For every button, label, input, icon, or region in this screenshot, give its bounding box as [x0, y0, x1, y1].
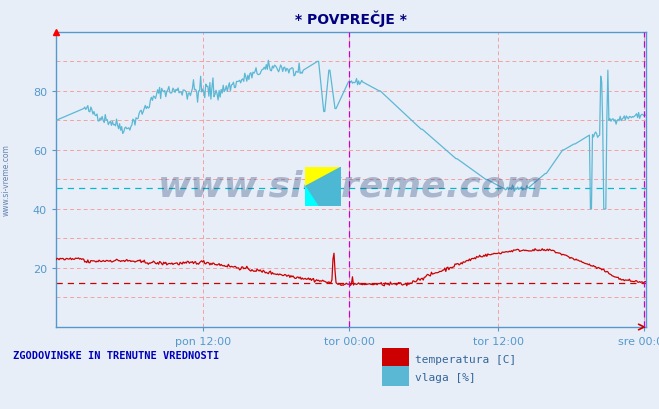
Text: www.si-vreme.com: www.si-vreme.com: [158, 169, 544, 203]
Title: * POVPREČJE *: * POVPREČJE *: [295, 11, 407, 27]
Text: vlaga [%]: vlaga [%]: [415, 372, 476, 382]
Polygon shape: [305, 168, 341, 207]
Polygon shape: [305, 187, 318, 207]
Text: ZGODOVINSKE IN TRENUTNE VREDNOSTI: ZGODOVINSKE IN TRENUTNE VREDNOSTI: [13, 350, 219, 360]
Polygon shape: [305, 168, 341, 207]
Text: www.si-vreme.com: www.si-vreme.com: [2, 144, 11, 216]
Text: temperatura [C]: temperatura [C]: [415, 354, 517, 364]
Polygon shape: [305, 168, 341, 207]
